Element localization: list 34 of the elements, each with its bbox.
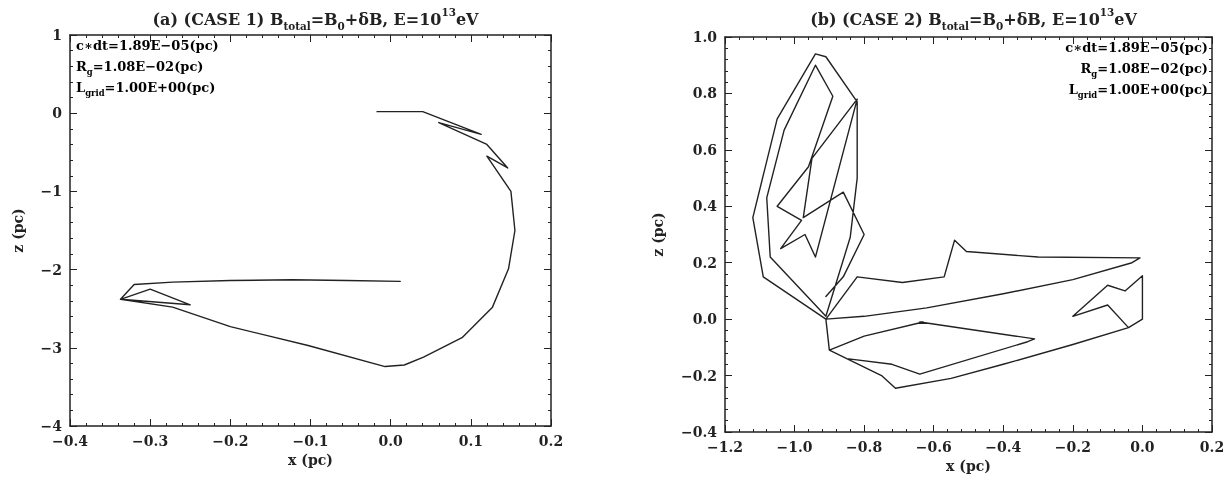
x-tick-label: −0.6 [915, 439, 952, 455]
y-tick-label: 1.0 [692, 29, 718, 45]
x-tick-label: −1.2 [706, 439, 744, 455]
x-tick-label: −0.8 [846, 439, 883, 455]
x-tick-label: 0.1 [458, 433, 484, 449]
y-tick-label: 0.4 [692, 198, 718, 215]
y-tick-label: −1 [40, 183, 62, 200]
y-tick-label: 0 [52, 105, 63, 122]
y-tick-label: −2 [40, 261, 62, 278]
y-tick-label: −4 [40, 418, 63, 434]
x-tick-label: 0.2 [1199, 439, 1225, 455]
x-tick-label: 0.0 [1130, 439, 1155, 455]
x-axis-title: x (pc) [288, 451, 333, 468]
annotation: c∗dt=1.89E−05(pc) [1065, 40, 1208, 55]
y-tick-label: 0.6 [692, 141, 717, 158]
y-tick-label: 0.8 [692, 85, 717, 102]
x-tick-label: 0.0 [378, 433, 404, 449]
y-tick-label: −3 [40, 339, 62, 356]
x-tick-label: −0.4 [985, 439, 1022, 455]
annotation: c∗dt=1.89E−05(pc) [76, 38, 219, 53]
y-axis-title: z (pc) [650, 212, 666, 257]
x-tick-label: −0.2 [212, 433, 249, 449]
y-tick-label: 1 [52, 27, 62, 43]
y-tick-label: −0.2 [680, 367, 717, 384]
x-tick-label: −1.0 [776, 439, 813, 455]
x-tick-label: −0.3 [132, 433, 169, 449]
x-axis-title: x (pc) [946, 457, 991, 474]
x-tick-label: −0.2 [1054, 439, 1091, 455]
y-tick-label: 0.2 [692, 254, 717, 271]
y-tick-label: 0.0 [692, 311, 718, 328]
y-axis-title: z (pc) [10, 208, 26, 253]
x-tick-label: −0.1 [292, 433, 329, 449]
x-tick-label: 0.2 [538, 433, 564, 449]
line-series [119, 110, 516, 368]
